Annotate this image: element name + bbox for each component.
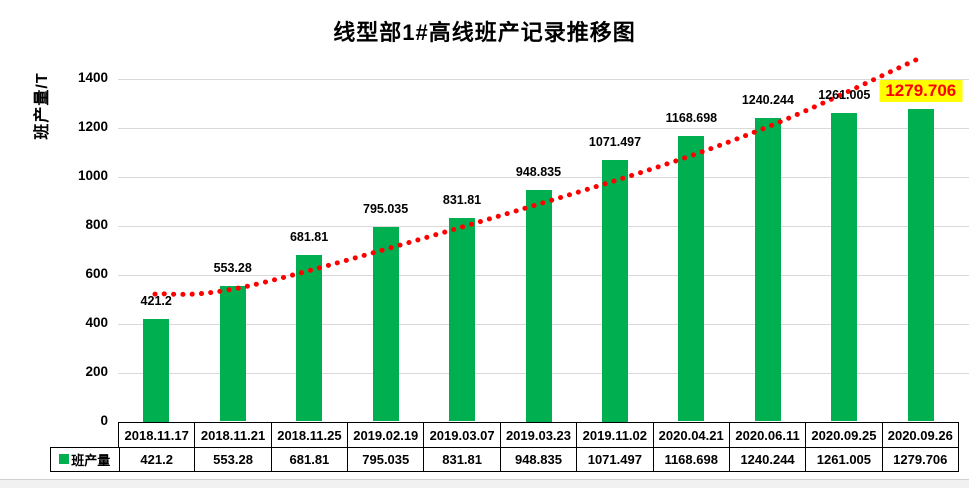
table-value-cell: 795.035: [348, 446, 425, 472]
table-category-cell: 2020.06.11: [729, 422, 807, 448]
y-tick-label: 200: [85, 363, 108, 379]
bar: [678, 135, 705, 422]
table-value-cell: 1168.698: [653, 446, 730, 472]
table-category-cell: 2019.02.19: [348, 422, 425, 448]
bar-data-label: 1261.005: [818, 88, 871, 103]
table-value-cell: 681.81: [271, 446, 349, 472]
bar-data-label: 421.2: [140, 293, 172, 308]
y-tick-label: 600: [85, 265, 108, 281]
table-category-cell: 2018.11.25: [271, 422, 349, 448]
y-tick-label: 1400: [77, 70, 108, 86]
bar: [219, 286, 246, 422]
bar-data-label: 1071.497: [588, 134, 642, 149]
legend-swatch-icon: [59, 454, 70, 464]
bar: [831, 113, 858, 422]
legend-label: 班产量: [71, 452, 111, 468]
table-value-cell: 831.81: [424, 446, 501, 472]
y-tick-label: 1000: [77, 168, 108, 183]
gridline: [118, 79, 969, 81]
bar-data-label: 831.81: [442, 193, 482, 208]
table-category-cell: 2020.04.21: [653, 422, 730, 448]
bar: [907, 108, 934, 422]
bar-data-label: 553.28: [213, 261, 252, 276]
table-category-cell: 2020.09.25: [806, 422, 883, 448]
bar: [296, 254, 323, 422]
bar: [754, 118, 781, 422]
table-value-cell: 1279.706: [882, 446, 959, 472]
y-tick-label: 800: [85, 216, 108, 232]
bar: [372, 227, 399, 422]
y-tick-label: 400: [85, 314, 108, 330]
legend-cell: 班产量: [50, 446, 120, 472]
bar-data-label: 1279.706: [879, 79, 963, 102]
table-value-cell: 948.835: [500, 446, 578, 472]
bar: [602, 159, 628, 422]
table-category-cell: 2018.11.17: [118, 422, 196, 448]
y-tick-label: 0: [100, 412, 108, 428]
table-value-cell: 1261.005: [806, 446, 883, 472]
table-category-cell: 2019.03.07: [424, 422, 501, 448]
bar-data-label: 1240.244: [741, 93, 794, 108]
bar-data-label: 1168.698: [665, 110, 718, 125]
table-category-cell: 2019.03.23: [500, 422, 578, 448]
bar-data-label: 795.035: [363, 202, 409, 217]
bar: [525, 189, 552, 422]
y-tick-label: 1200: [77, 119, 108, 135]
table-value-cell: 1240.244: [729, 446, 807, 472]
table-category-cell: 2019.11.02: [577, 422, 654, 448]
bar: [143, 318, 170, 422]
bar-data-label: 681.81: [289, 229, 329, 244]
table-value-cell: 553.28: [195, 446, 272, 472]
bar: [449, 218, 475, 422]
table-value-cell: 1071.497: [577, 446, 654, 472]
table-category-cell: 2018.11.21: [195, 422, 272, 448]
plot-area: 421.2 553.28 681.81 795.035 831.81 948.835 107…: [118, 0, 969, 422]
table-category-cell: 2020.09.26: [882, 422, 959, 448]
table-category-row: 2018.11.17 2018.11.21 2018.11.25 2019.02.19…: [118, 422, 959, 448]
bar-data-label: 948.835: [515, 164, 562, 179]
bottom-strip: [0, 479, 969, 488]
chart-title: 线型部1#高线班产记录推移图: [333, 20, 636, 45]
table-value-cell: 421.2: [118, 446, 196, 472]
table-value-row: 421.2 553.28 681.81 795.035 831.81 948.835 107…: [118, 446, 959, 472]
